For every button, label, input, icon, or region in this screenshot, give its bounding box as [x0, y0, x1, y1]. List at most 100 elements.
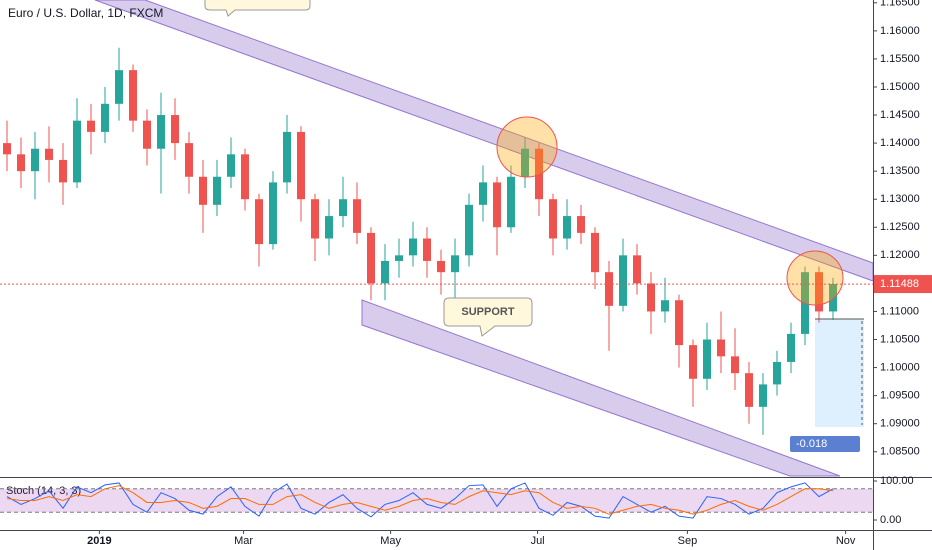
candle-body: [367, 232, 375, 284]
last-price-label: 1.11488: [880, 278, 919, 290]
candle-body: [493, 182, 501, 228]
x-tick-label: Mar: [234, 535, 253, 547]
candle-body: [129, 70, 137, 121]
stoch-title: Stoch (14, 3, 3): [6, 485, 81, 497]
lower-channel: [361, 299, 841, 477]
candle-body: [381, 260, 389, 284]
candle-body: [549, 199, 557, 239]
candle-body: [171, 115, 179, 144]
candle-body: [73, 120, 81, 183]
candle-body: [101, 103, 109, 132]
candle-body: [59, 159, 67, 183]
candle-body: [199, 176, 207, 205]
y-tick-label: 1.16500: [880, 0, 920, 9]
candle-body: [451, 255, 459, 273]
y-tick-label: 1.10000: [880, 361, 920, 373]
candle-body: [437, 260, 445, 273]
y-tick-label: 1.10500: [880, 333, 920, 345]
x-tick-label: May: [380, 535, 401, 547]
highlight-circle: [496, 116, 558, 178]
candle-body: [717, 339, 725, 357]
candle-body: [605, 272, 613, 306]
callout: [443, 297, 533, 337]
y-tick-label: 1.12500: [880, 221, 920, 233]
candle-body: [829, 283, 837, 312]
measure-label-box: [790, 436, 860, 452]
y-tick-label: 1.08500: [880, 446, 920, 458]
x-tick-label: Nov: [836, 535, 856, 547]
stoch-band: [0, 488, 873, 513]
candle-body: [213, 176, 221, 205]
y-tick-label: 1.13500: [880, 165, 920, 177]
candle-body: [689, 345, 697, 379]
candle-body: [647, 283, 655, 312]
measure-box: [815, 319, 864, 427]
candle-body: [535, 148, 543, 200]
candle-body: [353, 199, 361, 233]
y-tick-label: 1.14500: [880, 109, 920, 121]
candle-body: [661, 300, 669, 312]
y-tick-label: 1.12000: [880, 249, 920, 261]
candle-body: [703, 339, 711, 379]
callout: [204, 0, 311, 17]
candle-body: [633, 255, 641, 284]
candle-body: [787, 333, 795, 362]
y-tick-label: 1.11000: [880, 305, 919, 317]
y-tick-label: 1.15000: [880, 81, 920, 93]
candle-body: [325, 216, 333, 239]
candle-body: [619, 255, 627, 306]
candle-body: [815, 272, 823, 312]
candle-body: [563, 216, 571, 239]
candle-body: [3, 143, 11, 155]
candle-body: [759, 384, 767, 407]
candle-body: [409, 238, 417, 256]
candle-body: [157, 115, 165, 149]
y-tick-label: 0.00: [880, 514, 901, 526]
candle-body: [241, 154, 249, 200]
highlight-circle: [786, 250, 844, 306]
stoch-line: [6, 485, 834, 515]
candle-body: [339, 199, 347, 217]
candle-body: [507, 176, 515, 228]
y-tick-label: 1.09500: [880, 390, 920, 402]
candle-body: [255, 199, 263, 245]
candle-body: [423, 238, 431, 261]
support-label: SUPPORT: [461, 306, 514, 318]
y-tick-label: 100.00: [880, 475, 914, 487]
y-tick-label: 1.09000: [880, 418, 920, 430]
candle-body: [395, 255, 403, 261]
candle-body: [745, 373, 753, 407]
candle-body: [311, 199, 319, 239]
x-tick-label: Jul: [531, 535, 545, 547]
y-tick-label: 1.16000: [880, 25, 920, 37]
stoch-pane: [0, 478, 873, 530]
x-tick-label: 2019: [87, 535, 111, 547]
last-price-box: [874, 275, 932, 294]
candle-body: [185, 143, 193, 177]
candle-body: [479, 182, 487, 205]
candle-body: [17, 154, 25, 172]
candle-body: [31, 148, 39, 172]
candle-body: [521, 148, 529, 177]
y-tick-label: 1.15500: [880, 53, 920, 65]
candle-body: [115, 70, 123, 104]
x-tick-label: Sep: [678, 535, 698, 547]
stoch-line: [6, 482, 834, 519]
y-tick-label: 1.13000: [880, 193, 920, 205]
candle-body: [143, 120, 151, 149]
y-tick-label: 1.14000: [880, 137, 920, 149]
candle-body: [45, 148, 53, 160]
candle-body: [87, 120, 95, 132]
candle-body: [227, 154, 235, 177]
measure-label: -0.018: [796, 438, 827, 450]
candle-body: [675, 300, 683, 346]
candle-body: [297, 131, 305, 200]
candle-body: [269, 182, 277, 245]
candle-body: [773, 361, 781, 385]
candle-body: [283, 131, 291, 183]
candle-body: [465, 204, 473, 256]
candle-body: [591, 232, 599, 273]
